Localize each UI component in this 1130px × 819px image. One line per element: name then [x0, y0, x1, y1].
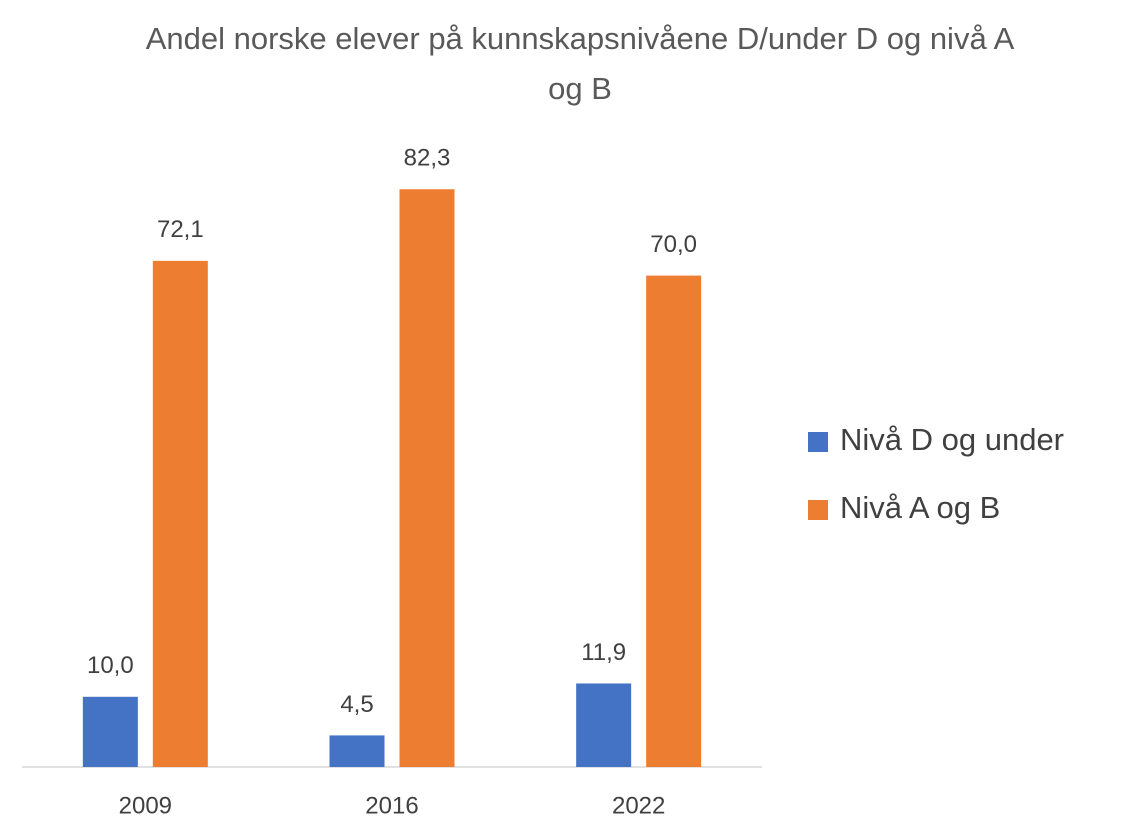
bar [646, 275, 702, 767]
bar [576, 683, 632, 767]
legend-swatch [808, 432, 828, 452]
data-label: 70,0 [650, 231, 697, 258]
data-label: 72,1 [157, 216, 204, 243]
chart-title: Andel norske elever på kunnskapsnivåene … [145, 21, 1015, 106]
data-label: 82,3 [404, 145, 451, 172]
x-tick-label: 2016 [365, 792, 418, 819]
bar [329, 735, 385, 767]
bar [82, 696, 138, 767]
bar [399, 189, 455, 767]
data-label: 4,5 [340, 691, 373, 718]
data-label: 11,9 [581, 639, 626, 666]
legend-label: Nivå A og B [840, 490, 1000, 525]
x-tick-label: 2009 [119, 792, 172, 819]
data-label: 10,0 [87, 652, 134, 679]
legend-swatch [808, 500, 828, 520]
legend-label: Nivå D og under [840, 422, 1064, 457]
x-tick-label: 2022 [612, 792, 665, 819]
bar [152, 260, 208, 767]
